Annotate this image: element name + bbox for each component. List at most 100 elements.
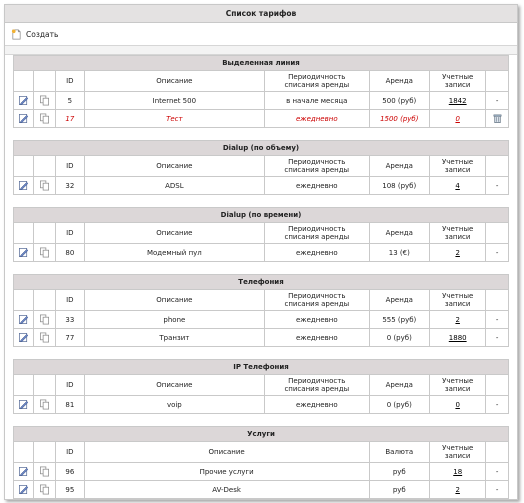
col-rent: Аренда [368,155,430,177]
edit-icon[interactable] [18,332,29,343]
tariff-section: Телефония ID Описание Периодичность списания… [12,274,509,347]
column-header-row: ID Описание Периодичность списания аренды Ар… [12,374,509,396]
accounts-link[interactable]: 2 [455,248,460,257]
edit-icon[interactable] [18,113,29,124]
column-header-row: ID Описание Периодичность списания аренды Ар… [12,155,509,177]
row-extra: - [485,243,509,262]
column-header-row: ID Описание Периодичность списания аренды Ар… [12,70,509,92]
copy-icon[interactable] [39,180,50,191]
tariff-description: phone [83,310,266,329]
accounts-link[interactable]: 0 [455,114,460,123]
tariff-description: Модемный пул [83,243,266,262]
tariff-section: Выделенная линия ID Описание Периодичность с… [12,55,509,128]
col-description: Описание [83,222,266,244]
section-title: Dialup (по времени) [13,207,509,223]
section-gap [5,128,517,140]
tariff-description: Транзит [83,328,266,347]
tariff-list-window: Список тарифов Создать Выделенная линия I… [4,4,518,500]
page-title: Список тарифов [5,5,517,23]
col-accounts: Учетные записи [429,222,487,244]
section-gap [5,262,517,274]
col-accounts: Учетные записи [428,374,487,396]
section-title: Услуги [13,426,509,442]
copy-icon[interactable] [39,314,50,325]
col-id: ID [55,155,85,177]
tariff-periodicity: ежедневно [264,243,370,262]
tariff-id: 33 [55,310,85,329]
row-extra: - [485,176,509,195]
edit-icon[interactable] [18,180,29,191]
accounts-link[interactable]: 1880 [448,333,467,342]
copy-icon[interactable] [39,113,50,124]
edit-icon[interactable] [18,314,29,325]
accounts-link[interactable]: 4 [455,181,460,190]
table-row: 17 Тест ежедневно 1500 (руб) 0 [12,109,509,128]
copy-icon[interactable] [39,399,50,410]
section-gap [5,347,517,359]
copy-icon[interactable] [39,247,50,258]
tariff-description: AV-Desk [83,480,370,499]
tariff-section: Dialup (по времени) ID Описание Периодичнос… [12,207,509,262]
edit-icon[interactable] [18,484,29,495]
copy-icon[interactable] [39,332,50,343]
copy-icon[interactable] [39,95,50,106]
col-accounts: Учетные записи [429,441,487,463]
edit-icon[interactable] [18,95,29,106]
tariff-id: 96 [55,462,85,481]
tariff-id: 5 [55,91,85,110]
tariff-description: Internet 500 [83,91,266,110]
accounts-link[interactable]: 2 [455,485,460,494]
copy-icon[interactable] [39,466,50,477]
tariff-currency: руб [368,462,431,481]
column-header-row: ID Описание Периодичность списания аренды Ар… [12,289,509,311]
col-periodicity: Периодичность списания аренды [264,155,370,177]
col-periodicity: Периодичность списания аренды [264,374,370,396]
row-extra: - [485,480,509,499]
col-accounts: Учетные записи [428,70,487,92]
col-accounts: Учетные записи [429,289,487,311]
edit-icon[interactable] [18,247,29,258]
tariff-section: IP Телефония ID Описание Периодичность списа… [12,359,509,414]
col-description: Описание [83,289,266,311]
row-extra: - [485,462,509,481]
section-title: Dialup (по объему) [13,140,509,156]
col-description: Описание [83,441,370,463]
section-gap [5,414,517,426]
tariff-rent: 13 (€) [368,243,431,262]
toolbar-divider [5,46,517,55]
tariff-rent: 1500 (руб) [368,109,431,128]
tariff-periodicity: в начале месяца [264,91,370,110]
accounts-link[interactable]: 2 [455,315,460,324]
tariff-rent: 0 (руб) [368,328,431,347]
row-extra: - [485,328,509,347]
col-periodicity: Периодичность списания аренды [264,289,370,311]
column-header-row: ID Описание Периодичность списания аренды Ар… [12,222,509,244]
accounts-link[interactable]: 1842 [448,96,467,105]
section-title: Выделенная линия [13,55,509,71]
tariff-rent: 500 (руб) [368,91,431,110]
table-row: 33 phone ежедневно 555 (руб) 2 - [12,310,509,329]
tariff-periodicity: ежедневно [264,176,370,195]
col-id: ID [55,222,85,244]
column-header-row: ID Описание Валюта Учетные записи [12,441,509,463]
tariff-section: Услуги ID Описание Валюта Учетные записи 96 Про… [12,426,509,499]
col-accounts: Учетные записи [428,155,487,177]
copy-icon[interactable] [39,484,50,495]
create-label: Создать [26,29,59,39]
col-description: Описание [83,374,266,396]
accounts-link[interactable]: 18 [453,467,463,476]
new-document-icon [11,28,21,39]
edit-icon[interactable] [18,466,29,477]
accounts-link[interactable]: 0 [455,400,460,409]
col-id: ID [55,441,85,463]
tariff-periodicity: ежедневно [264,310,370,329]
trash-icon[interactable] [492,113,503,124]
table-row: 96 Прочие услуги руб 18 - [12,462,509,481]
tariff-id: 95 [55,480,85,499]
edit-icon[interactable] [18,399,29,410]
col-id: ID [55,70,85,92]
delete-cell[interactable] [485,109,509,128]
create-button[interactable]: Создать [5,23,517,46]
col-rent: Аренда [368,70,431,92]
tariff-rent: 108 (руб) [368,176,430,195]
